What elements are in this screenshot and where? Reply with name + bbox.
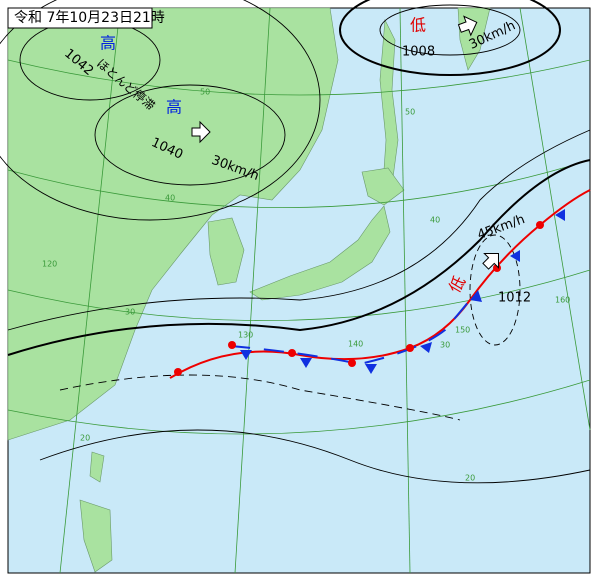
arrow (457, 15, 478, 37)
pressure: 1012 (498, 291, 531, 306)
grid-label: 30 (125, 308, 135, 317)
grid-labels: 50 50 40 40 30 30 20 20 120 130 140 150 160 (42, 88, 570, 483)
cold-markers (240, 209, 565, 374)
grid-label: 130 (238, 331, 253, 340)
front-cold-part (229, 299, 471, 366)
grid-label: 50 (200, 88, 210, 97)
pressure: 1008 (402, 45, 435, 60)
grid-label: 20 (80, 434, 90, 443)
warm-markers (174, 221, 544, 376)
grid-label: 160 (555, 296, 570, 305)
grid-label: 150 (455, 326, 470, 335)
grid-label: 30 (440, 341, 450, 350)
grid-label: 140 (348, 340, 363, 349)
grid-label: 50 (405, 108, 415, 117)
graticule (7, 7, 591, 574)
grid-label: 20 (465, 474, 475, 483)
arrow (191, 120, 211, 144)
grid-label: 40 (430, 216, 440, 225)
high-label: 高 (100, 34, 116, 53)
isobars (0, 0, 591, 484)
arrow (482, 253, 499, 270)
land (7, 7, 491, 573)
low-label: 低 (410, 16, 426, 35)
title-box (7, 7, 153, 29)
high-label: 高 (166, 98, 182, 117)
grid-label: 40 (165, 194, 175, 203)
grid-label: 120 (42, 260, 57, 269)
title: 令和 7年10月23日21時 (14, 10, 165, 26)
